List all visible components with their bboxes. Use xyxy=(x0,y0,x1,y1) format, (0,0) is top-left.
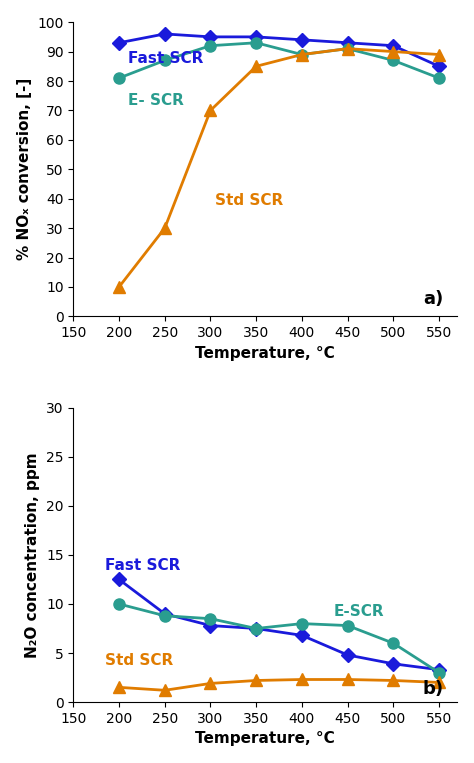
Y-axis label: % NOₓ conversion, [-]: % NOₓ conversion, [-] xyxy=(17,78,32,260)
Text: Std SCR: Std SCR xyxy=(215,192,283,208)
Text: E-SCR: E-SCR xyxy=(334,604,384,619)
Text: Fast SCR: Fast SCR xyxy=(128,51,203,66)
Text: Fast SCR: Fast SCR xyxy=(105,558,181,573)
Text: E- SCR: E- SCR xyxy=(128,92,184,108)
Y-axis label: N₂O concentration, ppm: N₂O concentration, ppm xyxy=(26,452,40,658)
X-axis label: Temperature, °C: Temperature, °C xyxy=(195,346,335,361)
Text: Std SCR: Std SCR xyxy=(105,653,173,668)
Text: a): a) xyxy=(423,290,444,307)
Text: b): b) xyxy=(422,680,444,698)
X-axis label: Temperature, °C: Temperature, °C xyxy=(195,731,335,746)
